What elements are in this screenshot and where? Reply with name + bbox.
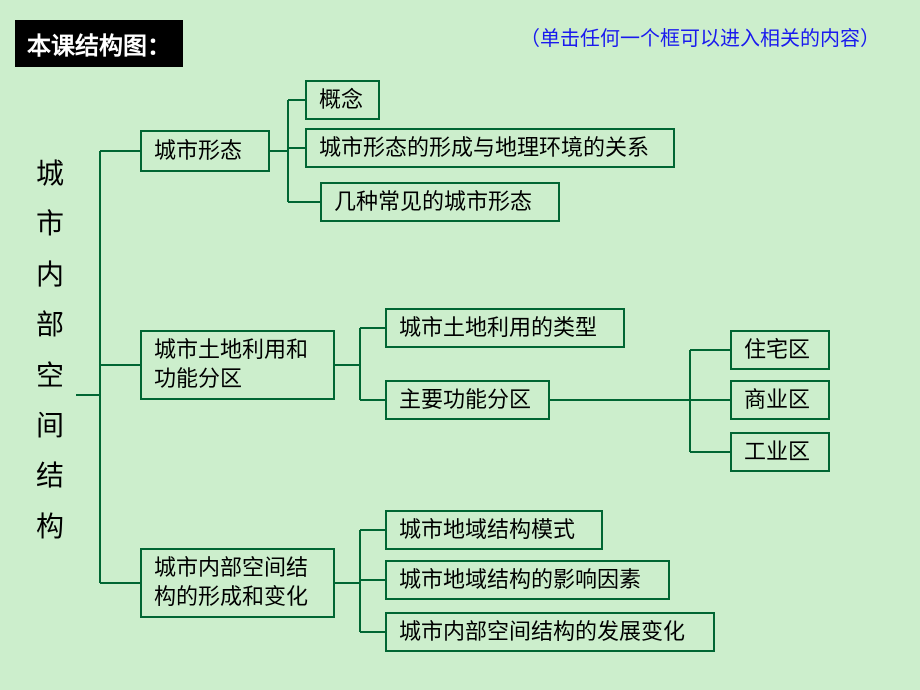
node-l2_2[interactable]: 几种常见的城市形态 bbox=[320, 182, 560, 222]
node-l2_7[interactable]: 城市内部空间结构的发展变化 bbox=[385, 612, 715, 652]
node-label: 城市形态 bbox=[154, 137, 242, 166]
node-label: 城市土地利用的类型 bbox=[399, 314, 597, 343]
root-char-4: 空 bbox=[36, 361, 64, 392]
node-label: 商业区 bbox=[744, 386, 810, 415]
root-char-5: 间 bbox=[36, 411, 64, 442]
node-label: 城市地域结构的影响因素 bbox=[399, 566, 641, 595]
root-char-6: 结 bbox=[36, 461, 64, 492]
node-l3_1[interactable]: 商业区 bbox=[730, 380, 830, 420]
node-l1_1[interactable]: 城市土地利用和功能分区 bbox=[140, 330, 335, 400]
root-char-7: 构 bbox=[36, 512, 64, 543]
node-label: 城市形态的形成与地理环境的关系 bbox=[319, 134, 649, 163]
hint-text: （单击任何一个框可以进入相关的内容） bbox=[520, 22, 880, 51]
node-l2_0[interactable]: 概念 bbox=[305, 80, 380, 120]
node-l1_2[interactable]: 城市内部空间结构的形成和变化 bbox=[140, 548, 335, 618]
node-l2_3[interactable]: 城市土地利用的类型 bbox=[385, 308, 625, 348]
node-label: 城市土地利用和功能分区 bbox=[154, 336, 321, 393]
node-label: 住宅区 bbox=[744, 336, 810, 365]
root-char-1: 市 bbox=[36, 209, 64, 240]
node-l3_2[interactable]: 工业区 bbox=[730, 432, 830, 472]
node-l2_1[interactable]: 城市形态的形成与地理环境的关系 bbox=[305, 128, 675, 168]
root-node[interactable]: 城 市 内 部 空 间 结 构 bbox=[30, 150, 70, 553]
node-label: 工业区 bbox=[744, 438, 810, 467]
root-char-2: 内 bbox=[36, 260, 64, 291]
root-char-3: 部 bbox=[36, 310, 64, 341]
node-label: 几种常见的城市形态 bbox=[334, 188, 532, 217]
node-label: 主要功能分区 bbox=[399, 386, 531, 415]
node-label: 城市内部空间结构的形成和变化 bbox=[154, 554, 321, 611]
node-l2_5[interactable]: 城市地域结构模式 bbox=[385, 510, 603, 550]
node-l2_4[interactable]: 主要功能分区 bbox=[385, 380, 550, 420]
node-label: 概念 bbox=[319, 86, 363, 115]
node-l2_6[interactable]: 城市地域结构的影响因素 bbox=[385, 560, 670, 600]
node-l3_0[interactable]: 住宅区 bbox=[730, 330, 830, 370]
node-label: 城市地域结构模式 bbox=[399, 516, 575, 545]
root-char-0: 城 bbox=[36, 159, 64, 190]
title-badge: 本课结构图： bbox=[15, 20, 183, 67]
node-label: 城市内部空间结构的发展变化 bbox=[399, 618, 685, 647]
node-l1_0[interactable]: 城市形态 bbox=[140, 130, 270, 172]
